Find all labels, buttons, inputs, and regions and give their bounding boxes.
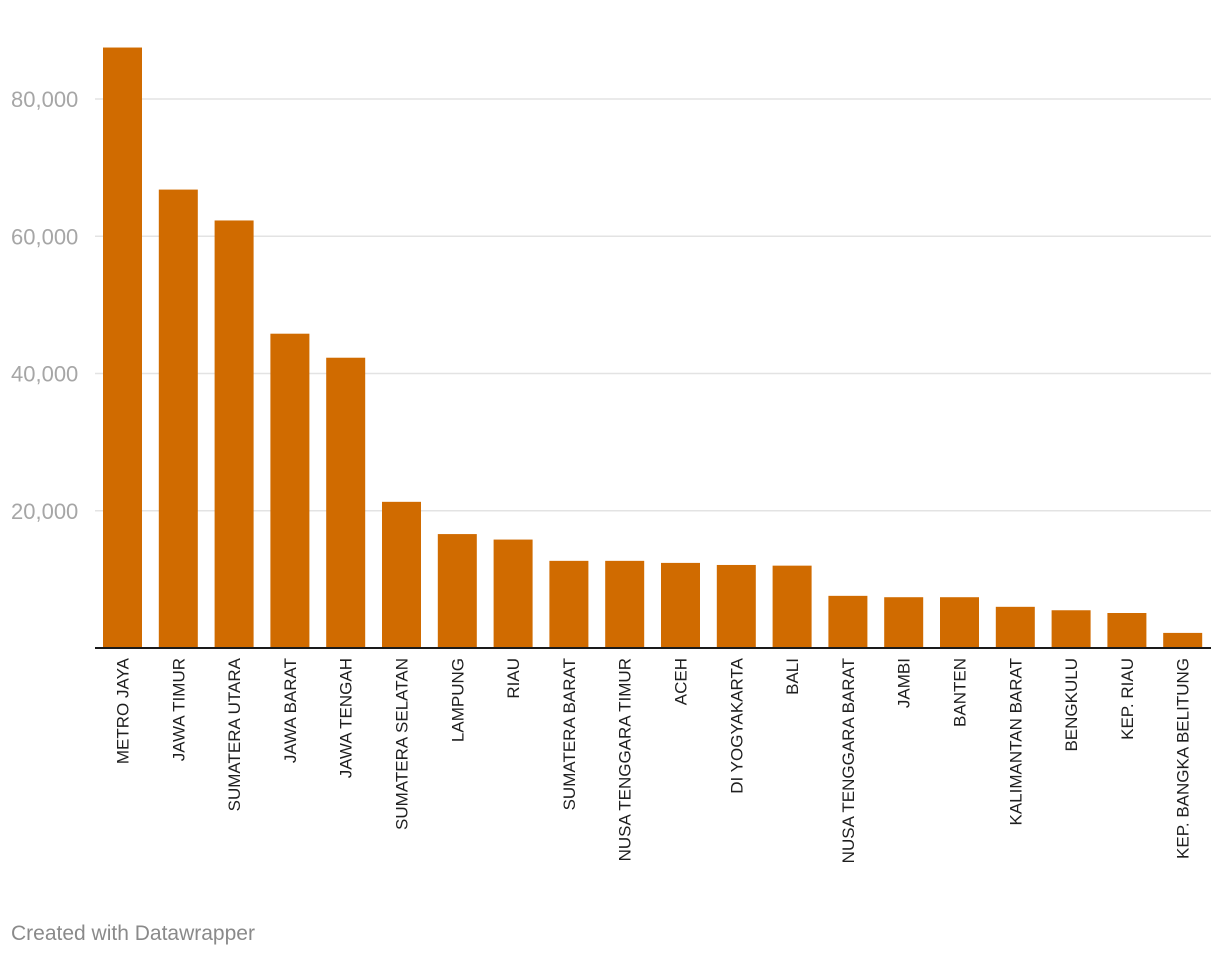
x-tick-label: BALI: [783, 658, 802, 695]
x-tick-label: NUSA TENGGARA BARAT: [839, 658, 858, 863]
bar[interactable]: [270, 333, 310, 648]
gridlines: [95, 98, 1211, 512]
bar[interactable]: [549, 560, 589, 648]
y-tick-label: 80,000: [11, 87, 78, 112]
x-tick-label: JAWA TENGAH: [337, 658, 356, 778]
x-tick-label: KALIMANTAN BARAT: [1006, 658, 1025, 826]
y-tick-label: 20,000: [11, 499, 78, 524]
bar[interactable]: [605, 560, 645, 648]
x-tick-label: SUMATERA UTARA: [225, 657, 244, 811]
x-tick-label: LAMPUNG: [448, 658, 467, 742]
bar[interactable]: [1163, 632, 1203, 648]
x-tick-label: KEP. BANGKA BELITUNG: [1174, 658, 1193, 859]
x-tick-label: JAWA TIMUR: [169, 658, 188, 761]
x-tick-label: NUSA TENGGARA TIMUR: [616, 658, 635, 861]
y-axis-labels: 20,000 40,000 60,000 80,000: [11, 87, 78, 524]
x-tick-label: SUMATERA SELATAN: [393, 658, 412, 830]
bar[interactable]: [214, 220, 254, 648]
x-tick-label: JAWA BARAT: [281, 658, 300, 763]
bar[interactable]: [661, 562, 700, 648]
datawrapper-credit[interactable]: Created with Datawrapper: [11, 922, 255, 945]
bar-chart: 20,000 40,000 60,000 80,000 METRO JAYA JAWA …: [11, 47, 1211, 863]
bar[interactable]: [828, 595, 868, 648]
bar[interactable]: [158, 189, 198, 648]
x-tick-label: SUMATERA BARAT: [560, 658, 579, 810]
bar[interactable]: [772, 565, 812, 648]
bar[interactable]: [940, 597, 979, 648]
bar[interactable]: [326, 357, 366, 648]
bar[interactable]: [716, 564, 756, 648]
y-tick-label: 40,000: [11, 362, 78, 387]
x-tick-label: BENGKULU: [1062, 658, 1081, 752]
x-tick-label: KEP. RIAU: [1118, 658, 1137, 740]
bar[interactable]: [1051, 610, 1091, 648]
bars: [103, 47, 1203, 648]
x-tick-label: METRO JAYA: [114, 657, 133, 764]
x-tick-label: BANTEN: [951, 658, 970, 727]
bar[interactable]: [437, 534, 477, 648]
bar[interactable]: [884, 597, 924, 648]
bar[interactable]: [103, 47, 142, 648]
bar[interactable]: [995, 606, 1035, 648]
bar[interactable]: [493, 539, 533, 648]
y-tick-label: 60,000: [11, 224, 78, 249]
x-tick-label: ACEH: [672, 658, 691, 705]
x-axis-labels: METRO JAYA JAWA TIMUR SUMATERA UTARA JAWA B…: [114, 657, 1193, 863]
x-tick-label: DI YOGYAKARTA: [727, 657, 746, 793]
bar[interactable]: [1107, 613, 1147, 648]
x-tick-label: JAMBI: [895, 658, 914, 708]
x-tick-label: RIAU: [504, 658, 523, 699]
bar[interactable]: [382, 501, 421, 648]
